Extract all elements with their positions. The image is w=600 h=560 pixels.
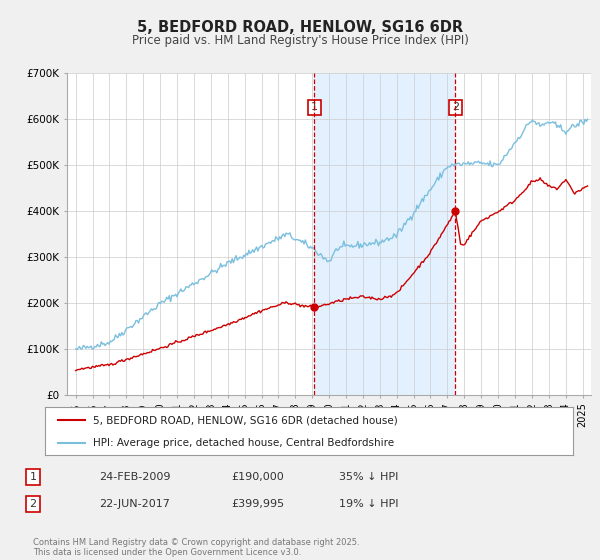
- Text: 22-JUN-2017: 22-JUN-2017: [99, 499, 170, 509]
- Text: 35% ↓ HPI: 35% ↓ HPI: [339, 472, 398, 482]
- Text: £190,000: £190,000: [231, 472, 284, 482]
- Bar: [314, 73, 455, 395]
- Text: 24-FEB-2009: 24-FEB-2009: [99, 472, 170, 482]
- Text: Price paid vs. HM Land Registry's House Price Index (HPI): Price paid vs. HM Land Registry's House …: [131, 34, 469, 46]
- Text: £399,995: £399,995: [231, 499, 284, 509]
- Text: 1: 1: [29, 472, 37, 482]
- Text: 5, BEDFORD ROAD, HENLOW, SG16 6DR (detached house): 5, BEDFORD ROAD, HENLOW, SG16 6DR (detac…: [92, 416, 397, 426]
- Text: 1: 1: [311, 102, 318, 113]
- Text: 2: 2: [29, 499, 37, 509]
- Text: 2: 2: [452, 102, 459, 113]
- Text: 5, BEDFORD ROAD, HENLOW, SG16 6DR: 5, BEDFORD ROAD, HENLOW, SG16 6DR: [137, 20, 463, 35]
- Text: 19% ↓ HPI: 19% ↓ HPI: [339, 499, 398, 509]
- Text: Contains HM Land Registry data © Crown copyright and database right 2025.
This d: Contains HM Land Registry data © Crown c…: [33, 538, 359, 557]
- Text: HPI: Average price, detached house, Central Bedfordshire: HPI: Average price, detached house, Cent…: [92, 438, 394, 448]
